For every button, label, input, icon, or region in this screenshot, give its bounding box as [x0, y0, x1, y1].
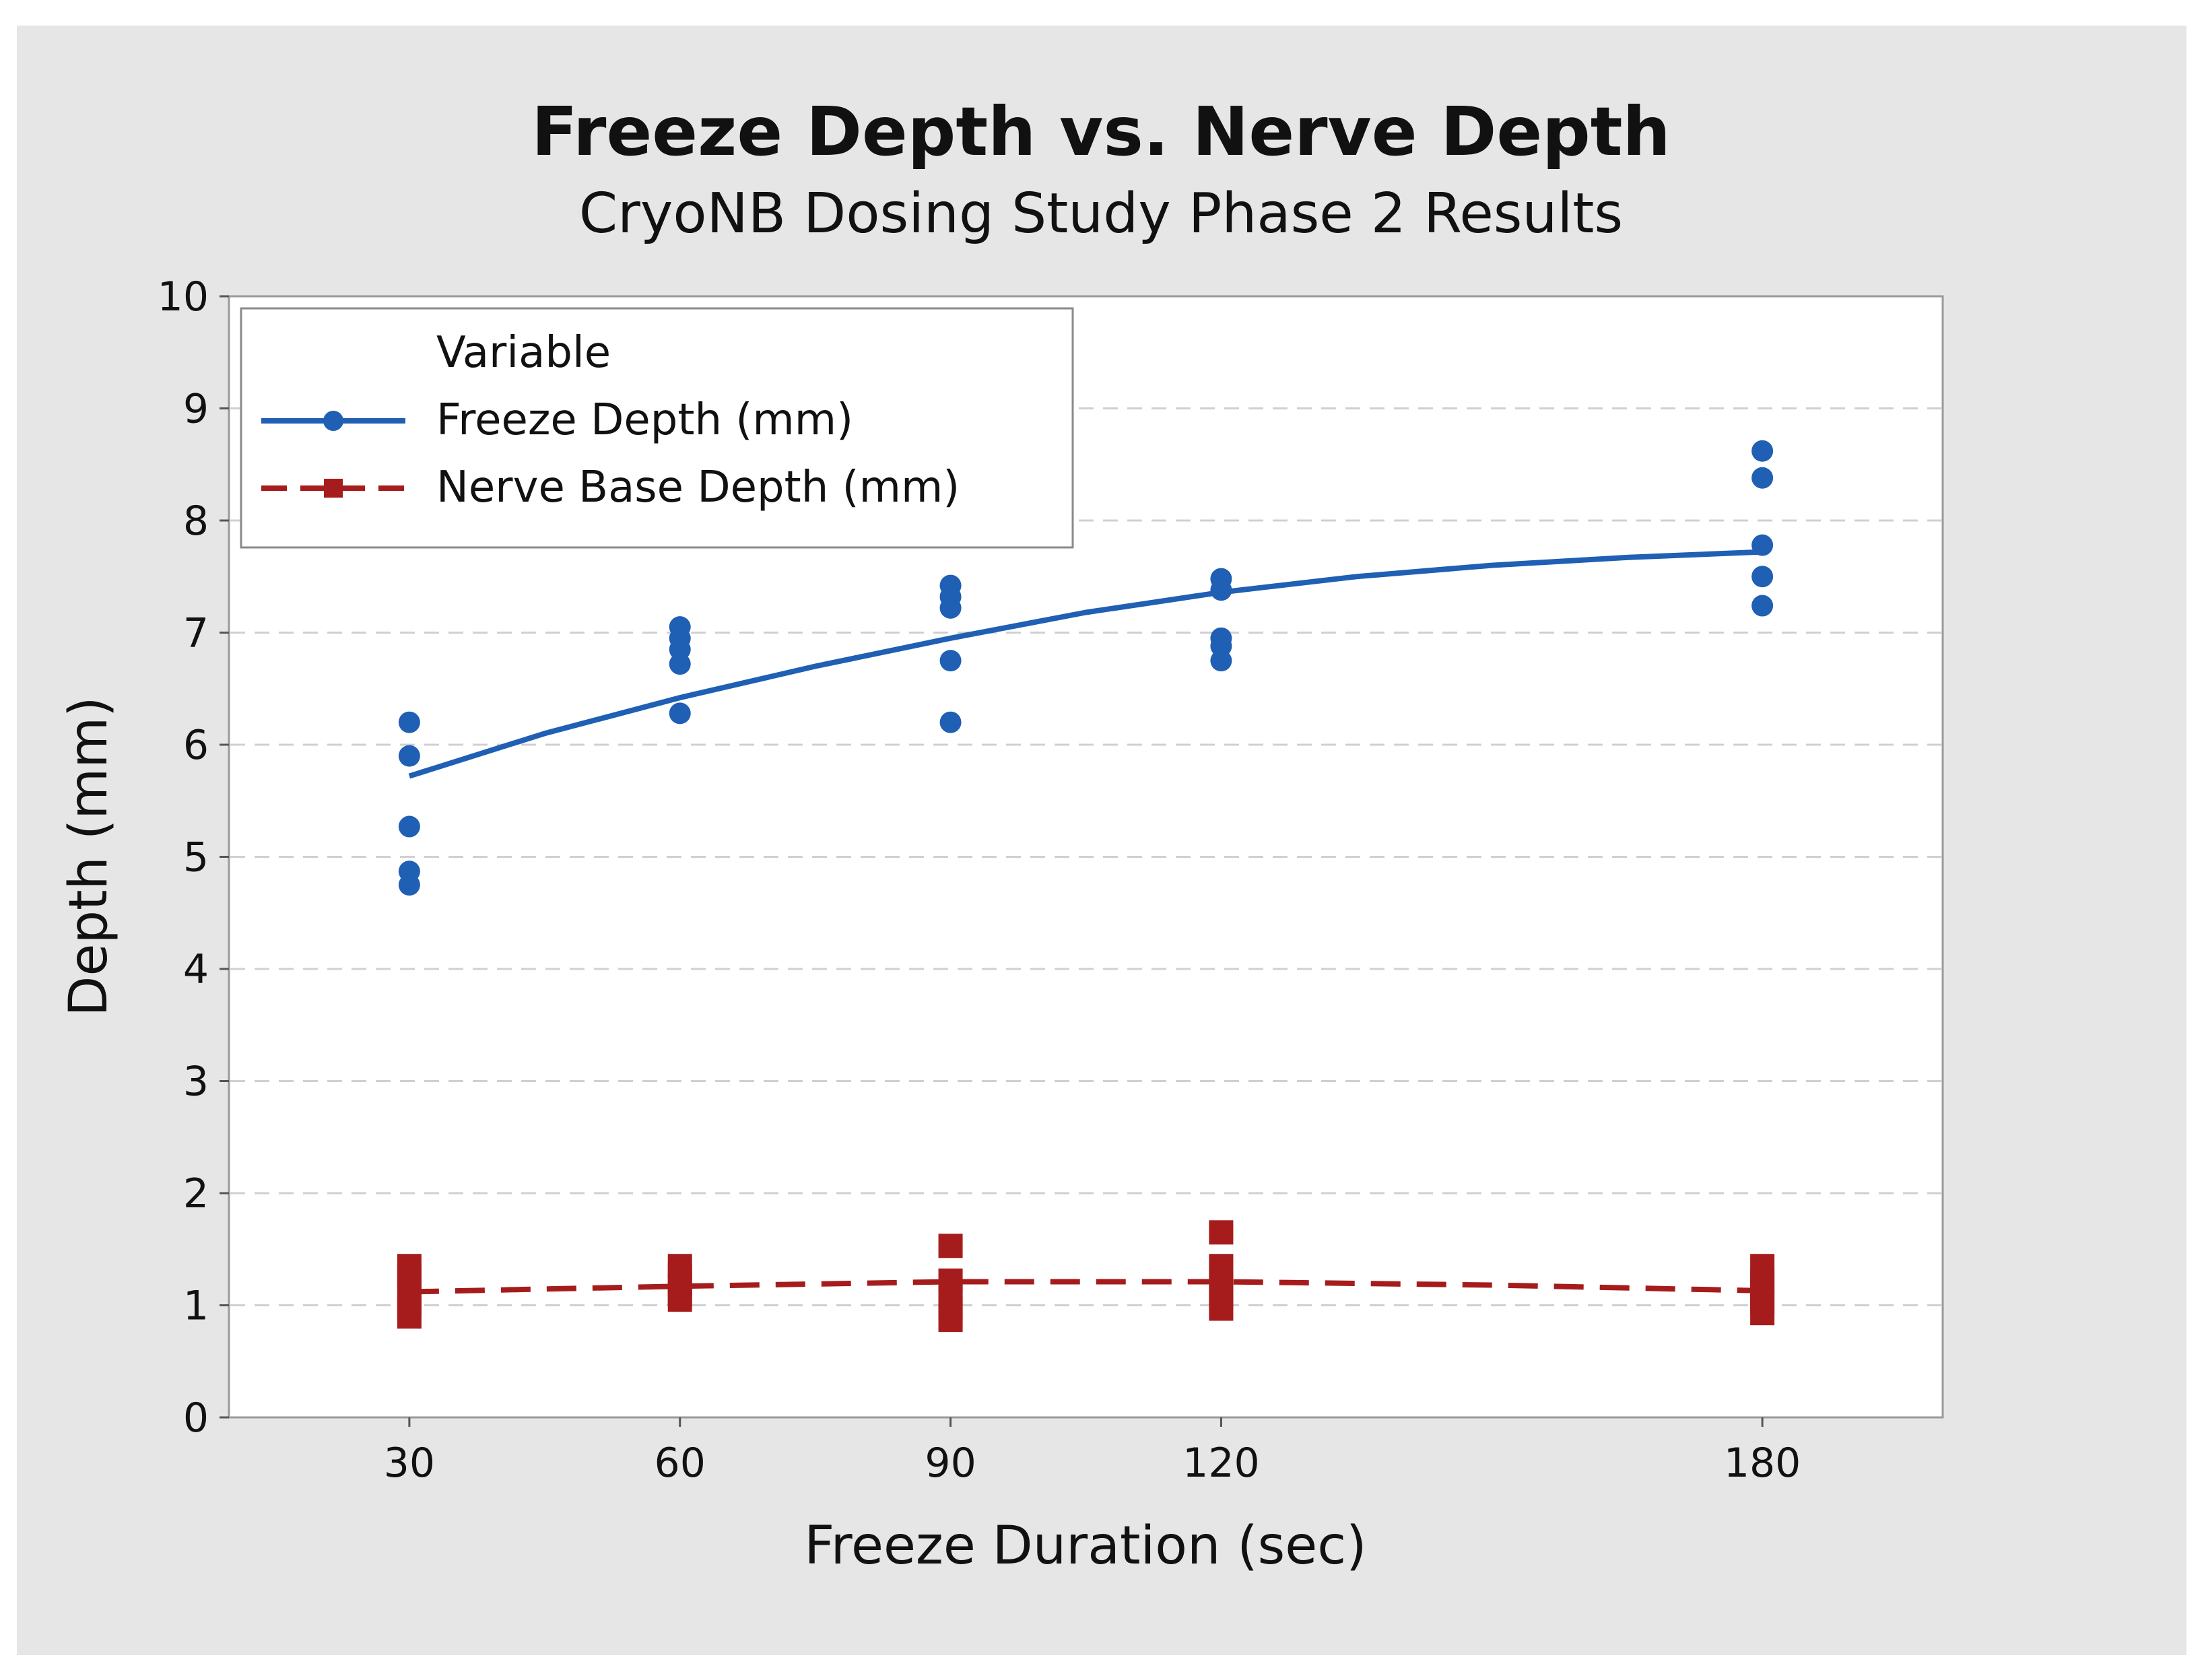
nerve-base-depth-point — [1209, 1296, 1234, 1321]
y-tick-label: 8 — [183, 498, 209, 545]
freeze-depth-point — [939, 597, 962, 619]
freeze-depth-point — [1751, 467, 1774, 489]
x-tick-label: 120 — [1182, 1440, 1260, 1487]
legend-freeze-marker — [323, 411, 343, 431]
chart-subtitle: CryoNB Dosing Study Phase 2 Results — [579, 182, 1623, 246]
x-tick-label: 180 — [1724, 1440, 1801, 1487]
chart-title: Freeze Depth vs. Nerve Depth — [531, 92, 1671, 171]
freeze-depth-point — [1751, 440, 1774, 462]
y-tick-label: 10 — [158, 273, 209, 321]
series-markers — [397, 440, 1775, 1333]
freeze-depth-point — [1210, 579, 1232, 601]
freeze-depth-point — [939, 711, 962, 733]
series-lines — [408, 549, 1763, 1295]
x-tick-label: 90 — [925, 1440, 976, 1487]
y-tick-label: 1 — [183, 1283, 209, 1330]
y-tick-label: 4 — [183, 946, 209, 993]
y-axis-label: Depth (mm) — [59, 696, 119, 1016]
legend-title: Variable — [436, 328, 611, 378]
y-tick-label: 2 — [183, 1170, 209, 1217]
nerve-base-depth-point — [397, 1304, 422, 1329]
y-tick-label: 5 — [183, 834, 209, 881]
freeze-depth-point — [669, 653, 691, 675]
legend-box — [240, 307, 1074, 549]
freeze-depth-point — [939, 650, 962, 672]
freeze-depth-point — [669, 702, 691, 725]
nerve-base-depth-point — [1750, 1301, 1775, 1326]
nerve-base-depth-point — [938, 1234, 963, 1258]
legend: Variable Freeze Depth (mm) Nerve Base De… — [240, 307, 1074, 549]
y-tick-label: 0 — [183, 1395, 209, 1442]
y-tick-label: 9 — [183, 386, 209, 433]
x-axis-ticks: 30 60 90 120 180 — [384, 1417, 1801, 1487]
y-tick-label: 3 — [183, 1059, 209, 1106]
y-tick-label: 7 — [183, 610, 209, 657]
legend-nerve-marker — [324, 479, 343, 498]
legend-freeze-label: Freeze Depth (mm) — [436, 395, 853, 445]
gridlines — [230, 407, 1941, 1306]
x-tick-label: 60 — [655, 1440, 706, 1487]
y-axis-ticks: 0 1 2 3 4 5 6 7 8 9 10 — [158, 273, 229, 1442]
freeze-depth-point — [398, 711, 420, 733]
nerve-base-depth-point — [938, 1308, 963, 1333]
nerve-base-depth-trend-line — [409, 1279, 1763, 1295]
nerve-base-depth-point — [667, 1287, 692, 1312]
y-tick-label: 6 — [183, 722, 209, 769]
x-tick-label: 30 — [384, 1440, 435, 1487]
nerve-base-depth-point — [1209, 1220, 1234, 1245]
freeze-depth-point — [398, 874, 420, 896]
freeze-depth-point — [1751, 534, 1774, 556]
freeze-depth-point — [1210, 650, 1232, 672]
freeze-depth-point — [398, 745, 420, 767]
freeze-depth-point — [1751, 566, 1774, 588]
x-axis-label: Freeze Duration (sec) — [804, 1516, 1366, 1576]
freeze-depth-point — [1751, 595, 1774, 617]
legend-nerve-label: Nerve Base Depth (mm) — [436, 463, 960, 512]
freeze-depth-point — [398, 815, 420, 838]
freeze-depth-trend-line — [408, 549, 1763, 779]
